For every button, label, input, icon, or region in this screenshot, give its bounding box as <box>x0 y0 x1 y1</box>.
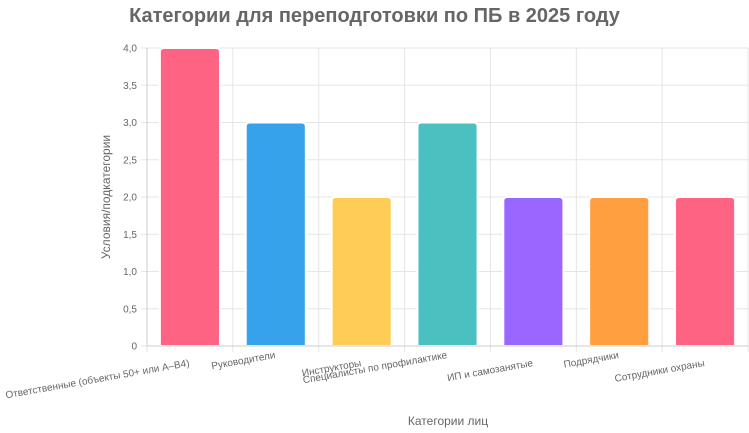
chart-title: Категории для переподготовки по ПБ в 202… <box>129 5 620 27</box>
x-tick-label: Сотрудники охраны <box>614 358 706 385</box>
y-tick-label: 0,5 <box>123 304 137 315</box>
axes <box>146 48 748 347</box>
x-tick-label: Ответственные (объекты 50+ или А–В4) <box>5 357 191 401</box>
bar <box>244 121 307 347</box>
y-tick-label: 0 <box>131 342 137 353</box>
bar <box>588 196 651 347</box>
bar <box>330 196 393 347</box>
y-tick-label: 1,0 <box>123 267 137 278</box>
y-tick-label: 4,0 <box>123 44 137 55</box>
y-tick-label: 3,5 <box>123 81 137 92</box>
bar <box>502 196 565 347</box>
y-tick-label: 2,5 <box>123 155 137 166</box>
bar <box>674 196 737 347</box>
bar <box>416 121 479 347</box>
x-tick-label: ИП и самозанятые <box>446 358 534 384</box>
bar <box>158 47 221 347</box>
x-axis-title: Категории лиц <box>408 414 488 428</box>
bars <box>158 47 737 347</box>
y-axis-title: Условия/подкатегории <box>99 135 113 259</box>
x-tick-label: Руководители <box>211 350 277 372</box>
x-tick-label: Подрядчики <box>563 350 620 371</box>
y-tick-label: 2,0 <box>123 193 137 204</box>
y-tick-label: 3,0 <box>123 118 137 129</box>
y-tick-label: 1,5 <box>123 230 137 241</box>
